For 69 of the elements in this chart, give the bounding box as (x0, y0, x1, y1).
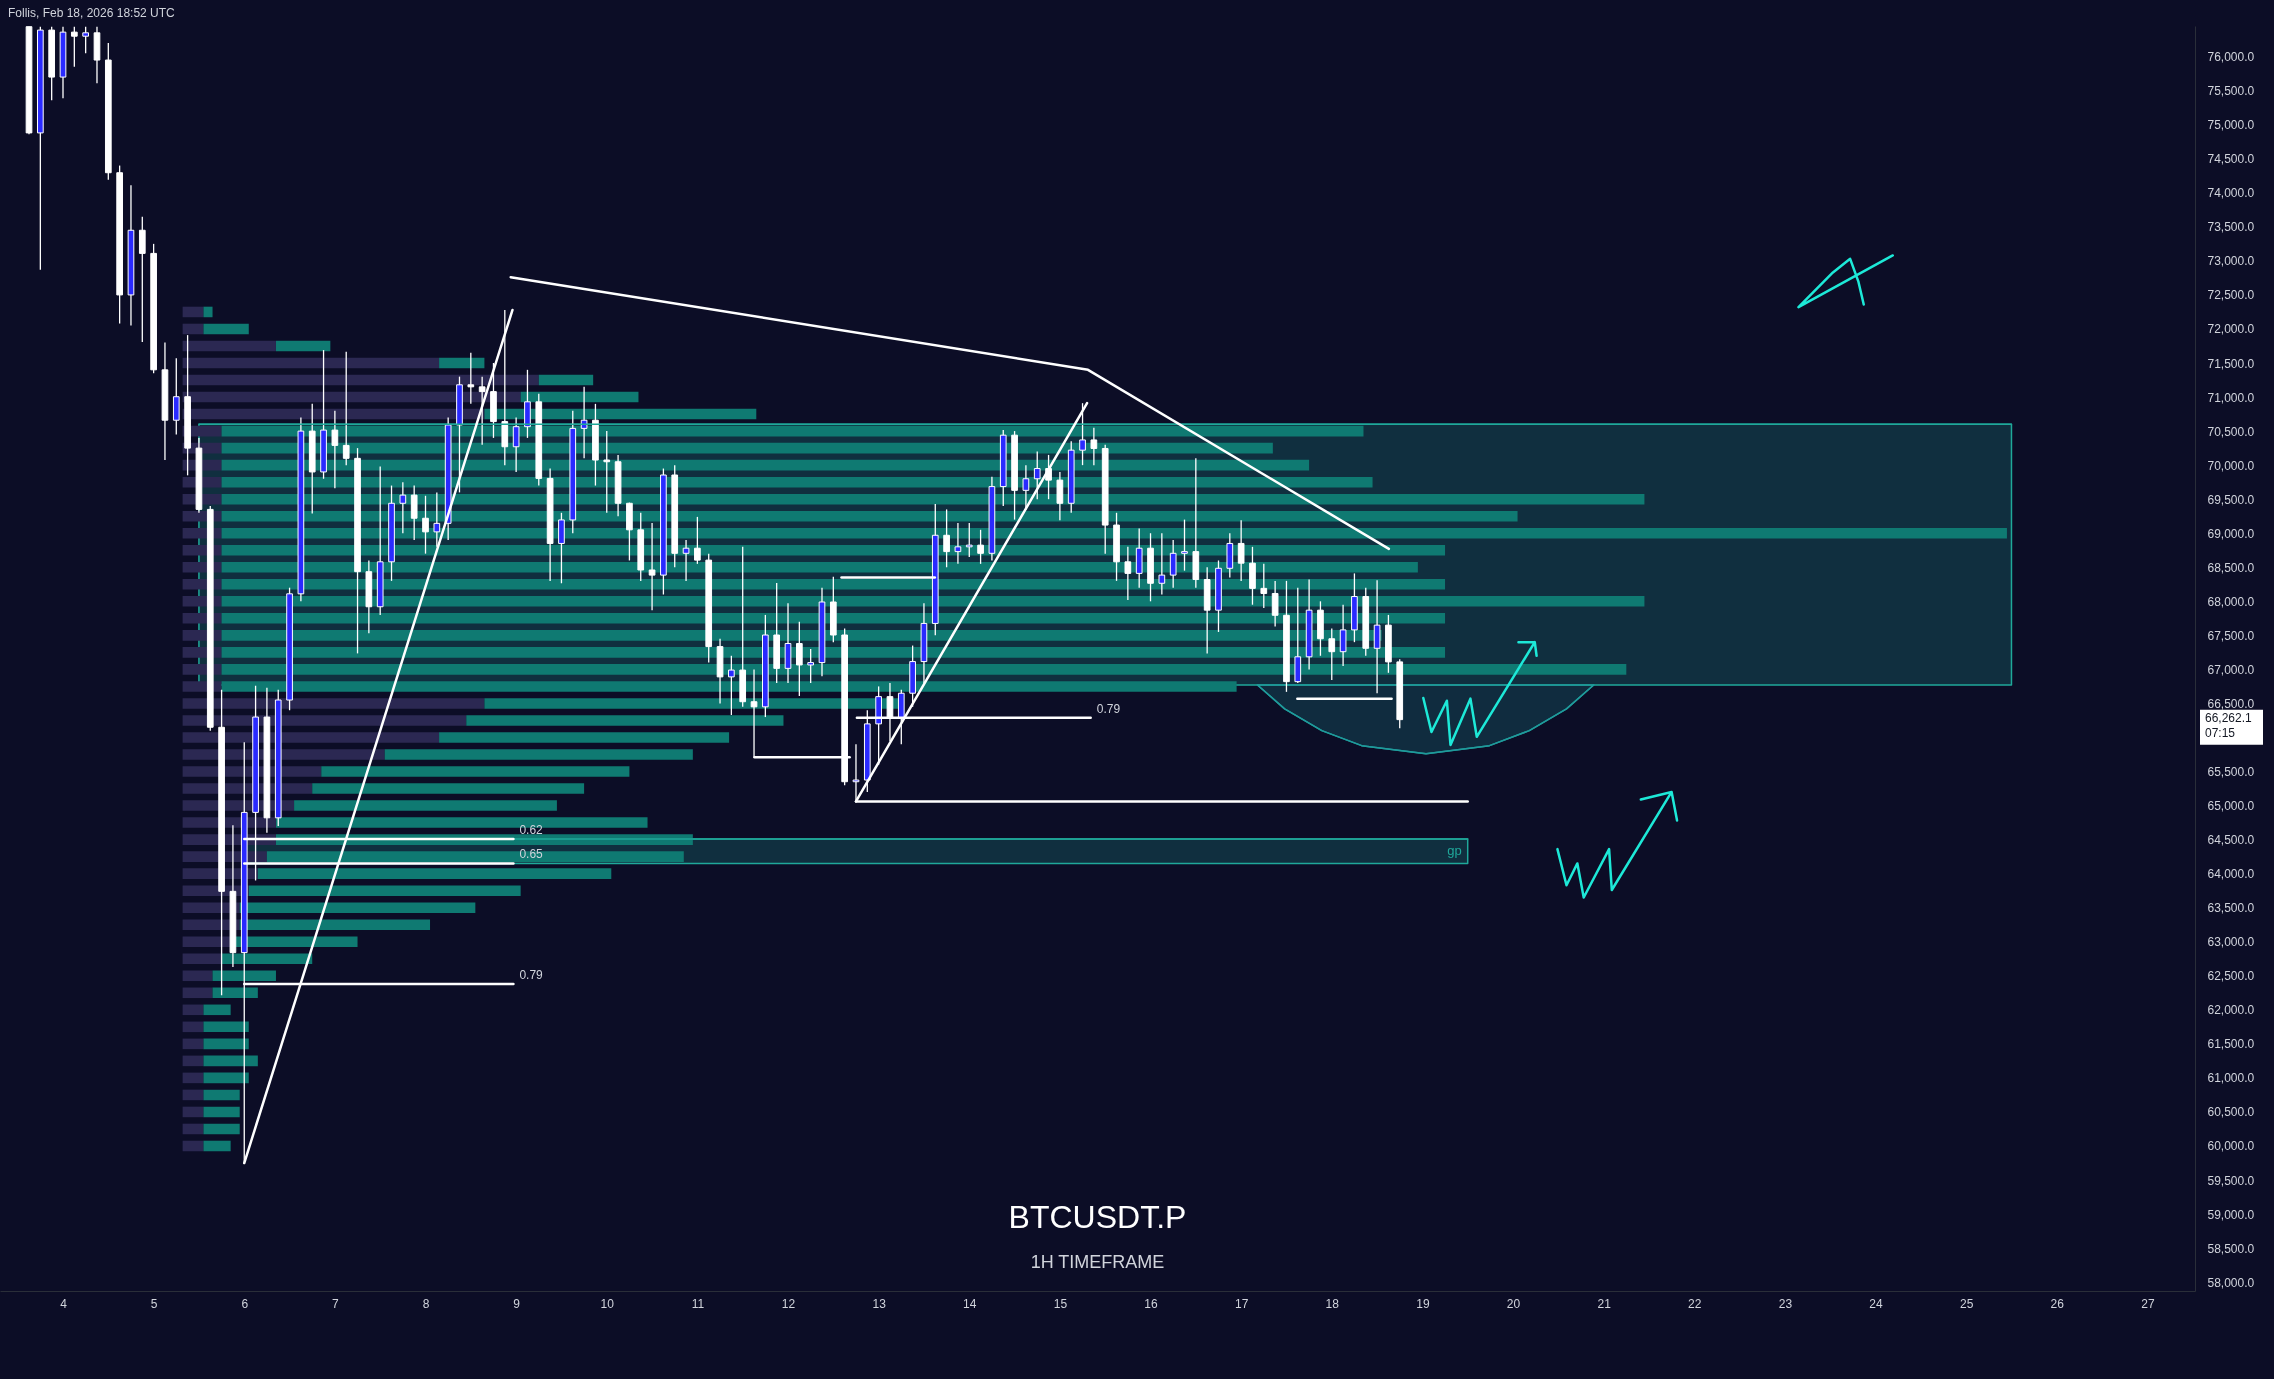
series-label: 0.79 (519, 967, 544, 982)
y-tick-label: 75,500.0 (2207, 84, 2255, 99)
series-label: gp (1447, 843, 1462, 859)
y-tick-label: 67,000.0 (2207, 662, 2255, 677)
y-tick-label: 61,000.0 (2207, 1071, 2255, 1086)
y-tick-label: 60,000.0 (2207, 1139, 2255, 1154)
y-tick-label: 64,000.0 (2207, 867, 2255, 882)
y-tick-label: 59,500.0 (2207, 1173, 2255, 1188)
y-tick-label: 74,000.0 (2207, 186, 2255, 201)
y-tick-label: 66,500.0 (2207, 696, 2255, 711)
text: 1H TIMEFRAME (1030, 1252, 1165, 1272)
x-tick-label: 7 (332, 1296, 340, 1311)
x-tick-label: 23 (1778, 1296, 1793, 1311)
x-tick-label: 10 (600, 1296, 615, 1311)
x-tick-label: 21 (1597, 1296, 1612, 1311)
y-tick-label: 62,000.0 (2207, 1003, 2255, 1018)
x-tick-label: 17 (1234, 1296, 1249, 1311)
y-tick-label: 73,000.0 (2207, 254, 2255, 269)
y-tick-label: 73,500.0 (2207, 220, 2255, 235)
series-label: 0.79 (1096, 701, 1121, 716)
y-tick-label: 62,500.0 (2207, 969, 2255, 984)
x-tick-label: 24 (1869, 1296, 1884, 1311)
y-tick-label: 63,500.0 (2207, 901, 2255, 916)
x-tick-label: 26 (2050, 1296, 2065, 1311)
x-tick-label: 13 (872, 1296, 887, 1311)
y-tick-label: 70,000.0 (2207, 458, 2255, 473)
y-tick-label: 60,500.0 (2207, 1105, 2255, 1120)
x-tick-label: 18 (1325, 1296, 1340, 1311)
x-tick-label: 15 (1053, 1296, 1068, 1311)
y-tick-label: 72,000.0 (2207, 322, 2255, 337)
y-tick-label: 71,500.0 (2207, 356, 2255, 371)
y-tick-label: 75,000.0 (2207, 118, 2255, 133)
series-label: 0.65 (519, 847, 544, 862)
y-tick-label: 68,500.0 (2207, 560, 2255, 575)
series-label: 0.62 (519, 822, 544, 837)
y-tick-label: 58,000.0 (2207, 1275, 2255, 1290)
y-tick-label: 65,500.0 (2207, 765, 2255, 780)
y-tick-label: 69,000.0 (2207, 526, 2255, 541)
y-tick-label: 76,000.0 (2207, 50, 2255, 65)
y-tick-label: 64,500.0 (2207, 833, 2255, 848)
y-tick-label: 67,500.0 (2207, 628, 2255, 643)
text: 66,262.1 07:15 (2205, 710, 2253, 740)
y-tick-label: 68,000.0 (2207, 594, 2255, 609)
y-tick-label: 58,500.0 (2207, 1241, 2255, 1256)
x-tick-label: 11 (691, 1296, 705, 1311)
x-tick-label: 6 (241, 1296, 249, 1311)
x-tick-label: 20 (1506, 1296, 1521, 1311)
text: BTCUSDT.P (1008, 1199, 1187, 1235)
x-tick-label: 25 (1959, 1296, 1974, 1311)
y-tick-label: 70,500.0 (2207, 424, 2255, 439)
x-tick-label: 16 (1144, 1296, 1159, 1311)
x-tick-label: 22 (1688, 1296, 1702, 1311)
x-tick-label: 14 (963, 1296, 977, 1311)
x-tick-label: 4 (60, 1296, 68, 1311)
x-tick-label: 8 (422, 1296, 430, 1311)
x-tick-label: 27 (2141, 1296, 2155, 1311)
y-tick-label: 61,500.0 (2207, 1037, 2255, 1052)
x-tick-label: 12 (781, 1296, 796, 1311)
x-tick-label: 9 (513, 1296, 521, 1311)
text: Follis, Feb 18, 2026 18:52 UTC (8, 6, 176, 20)
y-tick-label: 69,500.0 (2207, 492, 2255, 507)
y-tick-label: 65,000.0 (2207, 799, 2255, 814)
y-tick-label: 59,000.0 (2207, 1207, 2255, 1222)
y-tick-label: 72,500.0 (2207, 288, 2255, 303)
x-tick-label: 5 (150, 1296, 158, 1311)
y-tick-label: 63,000.0 (2207, 935, 2255, 950)
x-tick-label: 19 (1416, 1296, 1430, 1311)
y-tick-label: 71,000.0 (2207, 390, 2255, 405)
y-tick-label: 74,500.0 (2207, 152, 2255, 167)
